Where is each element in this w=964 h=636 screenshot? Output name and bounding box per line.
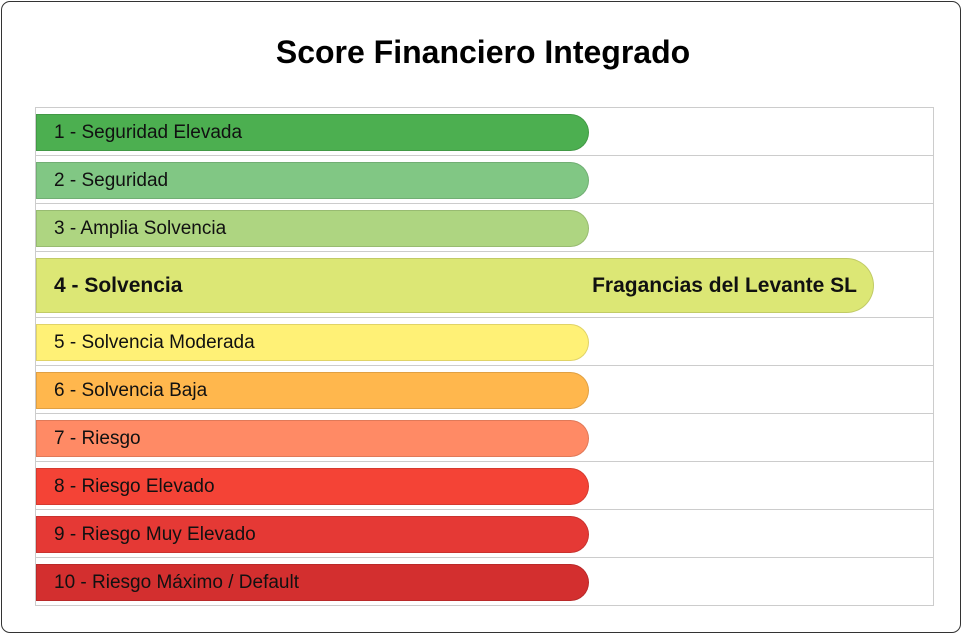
score-table: 1 - Seguridad Elevada 2 - Seguridad 3 - Am… xyxy=(35,107,934,606)
score-row: 9 - Riesgo Muy Elevado xyxy=(36,510,933,558)
score-bar: 9 - Riesgo Muy Elevado xyxy=(36,516,589,553)
score-label: 3 - Amplia Solvencia xyxy=(54,217,227,239)
score-label: 6 - Solvencia Baja xyxy=(54,379,208,401)
score-row: 7 - Riesgo xyxy=(36,414,933,462)
score-bar: 7 - Riesgo xyxy=(36,420,589,457)
score-bar: 6 - Solvencia Baja xyxy=(36,372,589,409)
score-label: 7 - Riesgo xyxy=(54,427,141,449)
score-bar: 10 - Riesgo Máximo / Default xyxy=(36,564,589,601)
title: Score Financiero Integrado xyxy=(275,34,691,70)
score-row: 5 - Solvencia Moderada xyxy=(36,318,933,366)
score-bar: 4 - Solvencia Fragancias del Levante SL xyxy=(36,258,874,313)
score-label: 10 - Riesgo Máximo / Default xyxy=(54,571,299,593)
score-label: 9 - Riesgo Muy Elevado xyxy=(54,523,256,545)
score-label: 4 - Solvencia xyxy=(54,273,183,297)
score-row: 8 - Riesgo Elevado xyxy=(36,462,933,510)
score-bar: 5 - Solvencia Moderada xyxy=(36,324,589,361)
score-label: 2 - Seguridad xyxy=(54,169,169,191)
score-row: 3 - Amplia Solvencia xyxy=(36,204,933,252)
score-row: 10 - Riesgo Máximo / Default xyxy=(36,558,933,605)
score-label: 5 - Solvencia Moderada xyxy=(54,331,255,353)
selected-score-row: 4 - Solvencia Fragancias del Levante SL xyxy=(36,252,933,318)
score-label: 8 - Riesgo Elevado xyxy=(54,475,215,497)
score-bar: 3 - Amplia Solvencia xyxy=(36,210,589,247)
company-name: Fragancias del Levante SL xyxy=(592,273,857,297)
score-bar: 1 - Seguridad Elevada xyxy=(36,114,589,151)
score-bar: 8 - Riesgo Elevado xyxy=(36,468,589,505)
score-label: 1 - Seguridad Elevada xyxy=(54,121,243,143)
score-row: 2 - Seguridad xyxy=(36,156,933,204)
score-bar: 2 - Seguridad xyxy=(36,162,589,199)
score-row: 1 - Seguridad Elevada xyxy=(36,108,933,156)
score-row: 6 - Solvencia Baja xyxy=(36,366,933,414)
